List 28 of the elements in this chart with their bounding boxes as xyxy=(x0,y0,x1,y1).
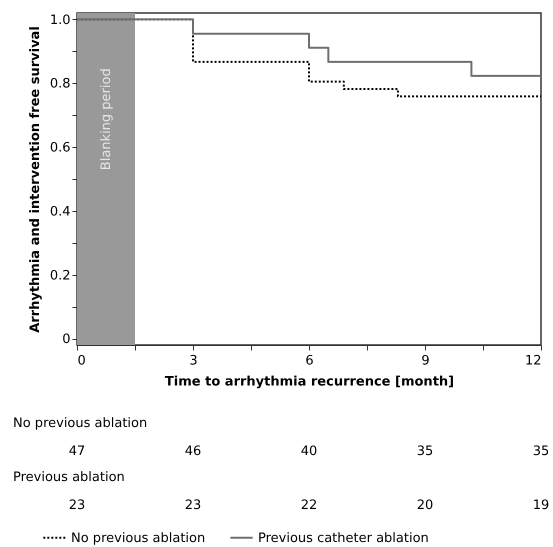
x-tick-label: 6 xyxy=(305,354,314,368)
band-label: Blanking period xyxy=(99,68,114,170)
legend-label: No previous ablation xyxy=(71,530,206,546)
text: 23 xyxy=(68,498,86,513)
text: 22 xyxy=(300,498,318,513)
y-tick-label: 0 xyxy=(62,332,70,348)
y-tick-label: 0.6 xyxy=(50,140,70,156)
text: No previous ablation xyxy=(13,416,148,431)
x-tick-label: 12 xyxy=(524,354,542,368)
y-axis-title: Arrhythmia and intervention free survival xyxy=(28,26,43,333)
text: 23 xyxy=(184,498,202,513)
text: 46 xyxy=(184,444,202,459)
text: 19 xyxy=(532,498,550,513)
x-tick-label: 3 xyxy=(189,354,198,368)
x-axis-title: Time to arrhythmia recurrence [month] xyxy=(164,374,454,390)
x-tick-label: 0 xyxy=(78,354,86,368)
y-tick-label: 0.8 xyxy=(50,76,70,92)
text: 35 xyxy=(416,444,434,459)
y-tick-label: 0.2 xyxy=(50,268,70,284)
text: Previous ablation xyxy=(13,470,125,485)
legend-label: Previous catheter ablation xyxy=(258,530,429,546)
y-tick-label: 1.0 xyxy=(50,12,70,28)
y-tick-label: 0.4 xyxy=(50,204,70,220)
text: 47 xyxy=(68,444,86,459)
text: 40 xyxy=(300,444,318,459)
text: 20 xyxy=(416,498,434,513)
text: 35 xyxy=(532,444,550,459)
x-tick-label: 9 xyxy=(421,354,430,368)
